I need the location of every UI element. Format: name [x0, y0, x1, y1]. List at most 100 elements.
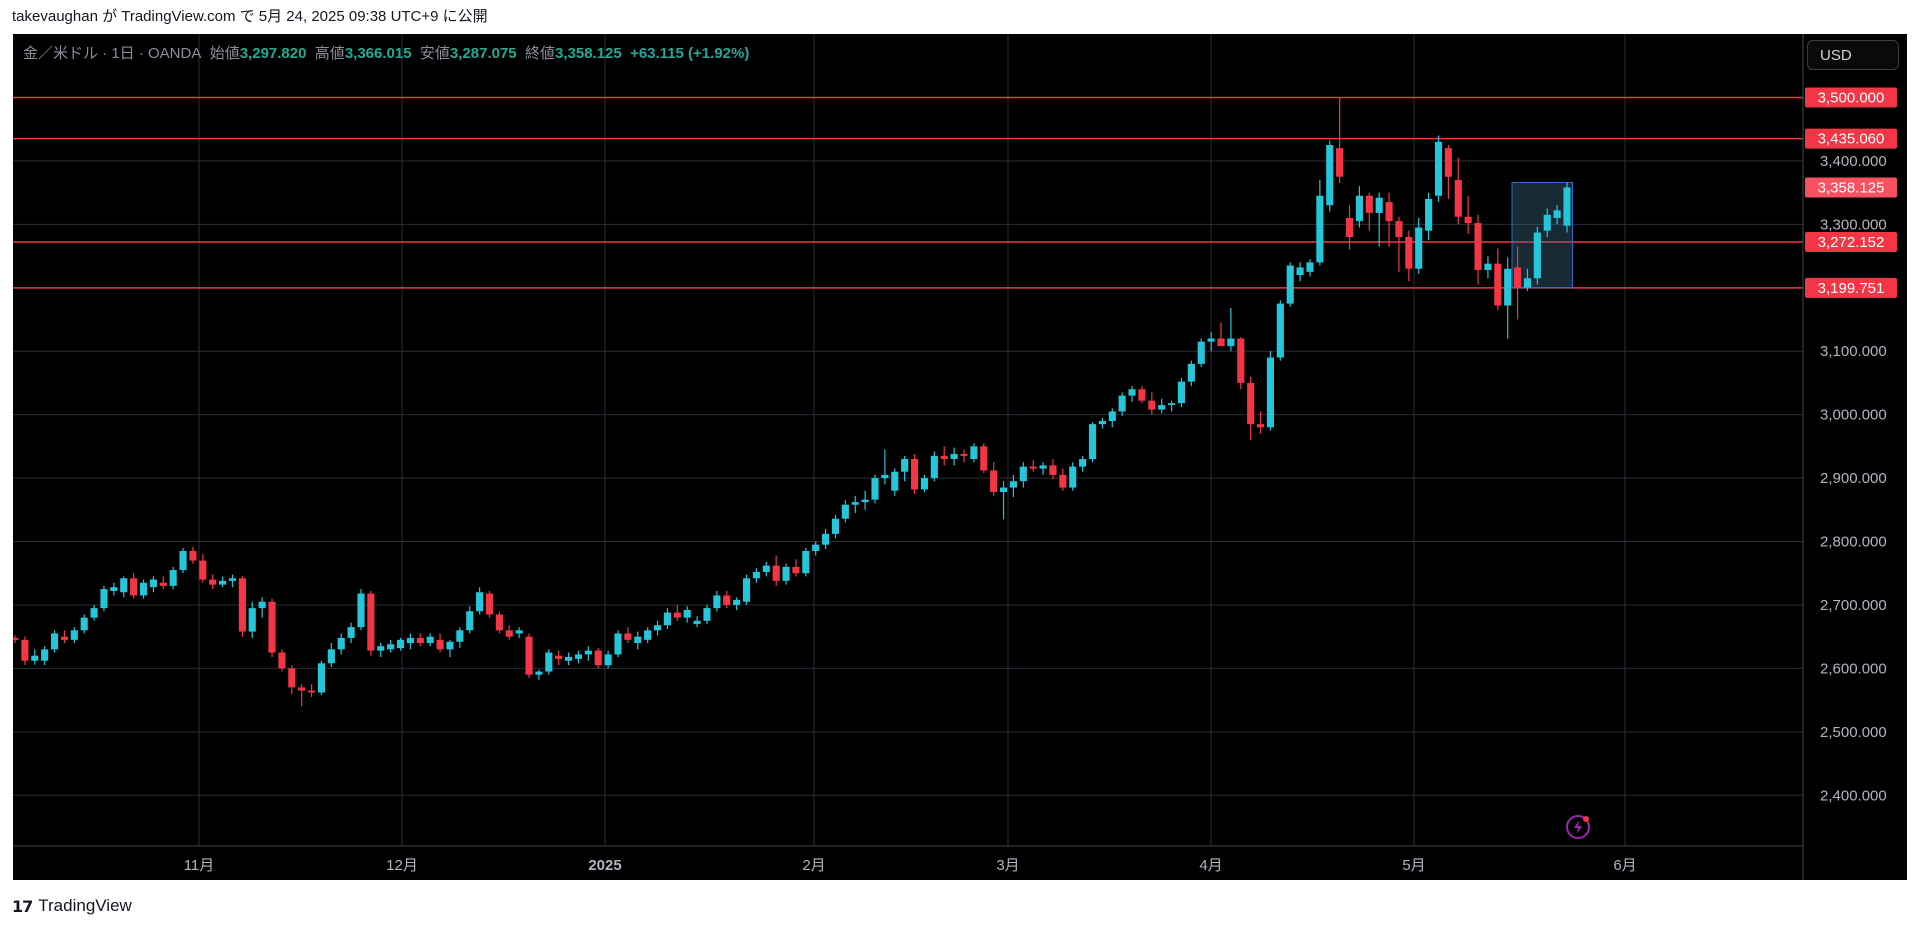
candle-body [525, 636, 533, 675]
candle-body [723, 595, 731, 605]
price-tick-label: 2,700.000 [1820, 597, 1887, 614]
candle-body [970, 446, 978, 460]
candle-body [1553, 210, 1561, 218]
change-value: +63.115 (+1.92%) [630, 45, 750, 62]
high-value: 3,366.015 [344, 45, 412, 62]
candle-body [565, 656, 573, 661]
candle-body [406, 637, 414, 643]
candle-body [1217, 338, 1225, 347]
candle-body [1049, 465, 1057, 475]
candle-body [298, 687, 306, 691]
candle-body [831, 518, 840, 534]
candle-body [1296, 267, 1304, 276]
candle-body [1543, 214, 1551, 231]
candle-body [881, 474, 889, 479]
symbol-label[interactable]: 金／米ドル · 1日 · OANDA [23, 45, 202, 62]
line-price-badge: 3,272.152 [1818, 234, 1885, 251]
candle-body [1108, 411, 1116, 421]
brand-label[interactable]: TradingView [38, 896, 132, 915]
candle-body [1504, 268, 1512, 306]
candle-body [693, 620, 701, 624]
candles [13, 97, 1571, 707]
candle-body [1474, 223, 1482, 270]
candle-body [1286, 265, 1294, 304]
price-tick-label: 2,400.000 [1820, 787, 1887, 804]
candle-body [802, 551, 810, 574]
price-tick-label: 3,100.000 [1820, 343, 1887, 360]
candle-body [357, 593, 365, 628]
candle-body [584, 650, 592, 655]
candle-body [1306, 262, 1314, 272]
candle-body [594, 650, 602, 666]
price-axis: 2,400.000 2,500.000 2,600.000 2,700.000 2,80… [1820, 153, 1887, 804]
candle-body [21, 639, 29, 661]
candle-body [13, 637, 19, 640]
candle-body [1326, 145, 1334, 206]
candle-body [288, 668, 296, 688]
candle-body [772, 565, 780, 581]
price-tick-label: 2,800.000 [1820, 534, 1887, 551]
candle-body [1247, 382, 1255, 425]
highlight-box[interactable] [1511, 181, 1574, 289]
price-tick-label: 3,000.000 [1820, 407, 1887, 424]
candle-body [644, 630, 652, 640]
candle-body [841, 504, 849, 519]
lightning-icon[interactable] [1565, 814, 1591, 840]
candle-body [317, 663, 326, 693]
currency-button[interactable]: USD [1807, 40, 1899, 70]
time-tick-label: 2月 [802, 857, 825, 874]
candle-body [1088, 424, 1097, 460]
candle-body [624, 633, 632, 640]
candle-body [347, 627, 355, 638]
candle-body [1444, 148, 1452, 177]
candle-body [120, 578, 128, 593]
candle-body [1533, 232, 1541, 279]
candle-body [278, 652, 286, 669]
open-label: 始値 [209, 45, 240, 62]
candle-body [999, 487, 1008, 493]
candle-body [130, 578, 138, 596]
candle-body [990, 470, 998, 493]
candle-body [703, 608, 711, 621]
candle-body [1425, 198, 1433, 231]
candle-body [219, 580, 227, 585]
candle-body [1276, 303, 1284, 358]
candle-body [822, 533, 830, 545]
chart-area[interactable]: 2,400.000 2,500.000 2,600.000 2,700.000 2,80… [13, 34, 1907, 880]
candle-body [90, 608, 98, 618]
candle-body [555, 655, 563, 659]
candle-body [1256, 424, 1265, 428]
candle-body [31, 655, 39, 661]
candle-body [110, 587, 118, 591]
candle-body [1405, 237, 1413, 269]
candle-body [574, 654, 583, 659]
last-price-badge-bg [1805, 177, 1897, 198]
candle-body [535, 671, 543, 675]
candle-body [1138, 389, 1146, 401]
tradingview-logo-icon[interactable]: 17 [12, 896, 33, 916]
candle-body [762, 565, 770, 572]
candle-body [1148, 400, 1156, 410]
candle-body [782, 566, 790, 581]
candle-body [1415, 227, 1423, 269]
candle-body [70, 630, 78, 640]
candle-body [1523, 278, 1532, 288]
candle-body [41, 649, 49, 661]
open-value: 3,297.820 [239, 45, 307, 62]
candle-body [189, 551, 197, 561]
price-tick-label: 3,400.000 [1820, 153, 1887, 170]
candle-body [495, 614, 503, 631]
low-value: 3,287.075 [449, 45, 517, 62]
candle-body [960, 453, 968, 456]
candle-body [100, 589, 108, 609]
candle-body [1069, 466, 1077, 488]
candlestick-chart[interactable]: 2,400.000 2,500.000 2,600.000 2,700.000 2,80… [13, 34, 1907, 880]
candle-body [663, 612, 671, 626]
time-tick-label: 3月 [996, 857, 1019, 874]
close-value: 3,358.125 [555, 45, 622, 62]
candle-body [911, 459, 919, 490]
candle-body [50, 633, 59, 650]
candle-body [950, 453, 958, 460]
candle-body [367, 593, 375, 651]
candle-body [930, 455, 938, 479]
